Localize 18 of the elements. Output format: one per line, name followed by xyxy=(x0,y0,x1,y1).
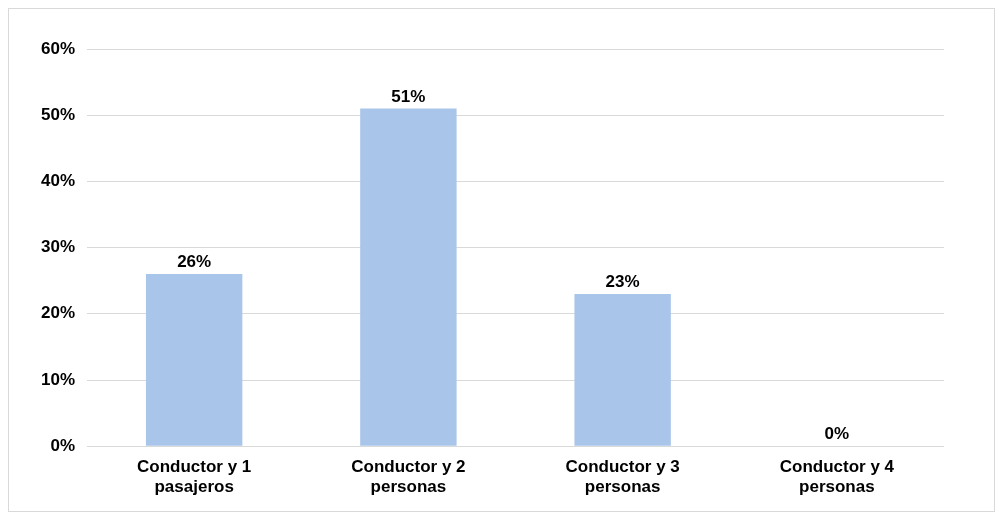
y-tick-label: 20% xyxy=(40,303,76,323)
x-tick-label: Conductor y 4 personas xyxy=(779,457,895,497)
y-tick-label: 60% xyxy=(40,38,76,58)
x-tick-label: Conductor y 1 pasajeros xyxy=(137,457,252,497)
bar xyxy=(574,293,671,446)
bar xyxy=(145,274,243,446)
bar xyxy=(360,108,457,446)
x-tick-label: Conductor y 3 personas xyxy=(565,457,680,497)
x-tick-label: Conductor y 2 personas xyxy=(351,457,466,497)
y-tick-label: 40% xyxy=(40,171,76,191)
y-tick-label: 10% xyxy=(40,369,76,389)
y-tick-label: 0% xyxy=(50,435,76,455)
data-label: 0% xyxy=(824,424,850,444)
y-tick-label: 30% xyxy=(40,237,76,257)
data-label: 23% xyxy=(605,272,640,292)
y-tick-label: 50% xyxy=(40,104,76,124)
data-label: 51% xyxy=(391,86,426,106)
data-label: 26% xyxy=(177,252,212,272)
